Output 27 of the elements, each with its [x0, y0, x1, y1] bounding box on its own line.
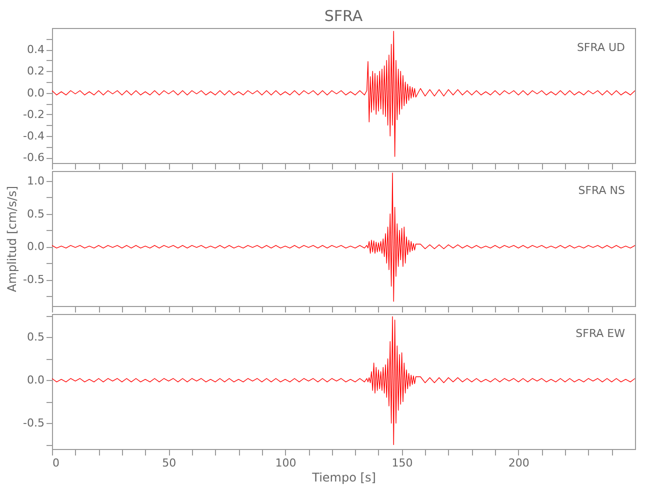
y-tick-label: -0.6 [23, 151, 44, 164]
annotation: SFRA UD [576, 41, 625, 54]
chart-title: SFRA [324, 7, 364, 25]
y-tick-label: -0.5 [23, 273, 44, 286]
x-axis-title: Tiempo [s] [311, 470, 376, 484]
x-tick-label: 50 [162, 456, 176, 470]
line-series [52, 172, 635, 302]
y-axis-title: Amplitud [cm/s/s] [5, 186, 20, 292]
y-tick-label: -0.5 [23, 416, 44, 430]
y-tick-label: 0.0 [27, 86, 44, 100]
y-tick-label: -0.4 [23, 130, 44, 142]
y-tick-label: 1.0 [27, 174, 44, 188]
y-tick-label: 0.0 [27, 374, 44, 387]
x-tick-label: 0 [52, 456, 60, 470]
line-series [52, 316, 635, 446]
x-tick-label: 200 [508, 456, 530, 470]
y-tick-label: 0.4 [27, 43, 44, 56]
line-series [52, 30, 635, 157]
annotation: SFRA EW [576, 327, 626, 340]
annotation: SFRA NS [578, 184, 626, 197]
y-tick-label: 0.5 [27, 207, 44, 220]
y-tick-label: -0.2 [23, 108, 44, 121]
y-tick-label: 0.5 [27, 330, 44, 344]
y-tick-label: 0.0 [27, 240, 44, 254]
x-tick-label: 150 [392, 456, 413, 470]
y-tick-label: 0.2 [27, 64, 44, 78]
x-tick-label: 100 [275, 456, 296, 470]
